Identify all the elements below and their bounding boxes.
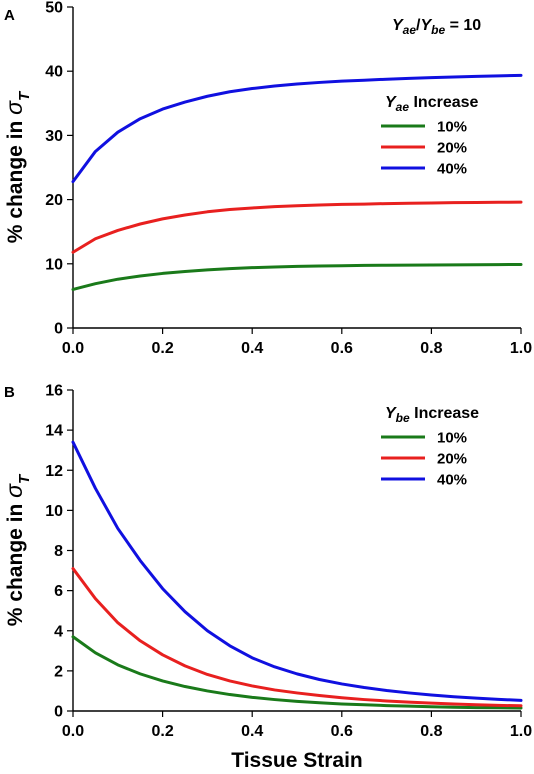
series-line-20pct xyxy=(71,200,523,254)
x-tick-label: 0.6 xyxy=(331,723,353,740)
panel-letter: A xyxy=(4,7,15,24)
x-tick-label: 0.4 xyxy=(241,723,263,740)
legend-label: 20% xyxy=(437,140,467,157)
y-tick-label: 40 xyxy=(45,64,63,81)
x-tick-label: 0.4 xyxy=(241,340,263,357)
legend-label: 20% xyxy=(437,451,467,468)
y-axis-label: % change in σT xyxy=(1,90,33,243)
panel-b: 0 2 4 6 8 10 12 14 16 0.0 0.2 0.4 0.6 0.8 1.0 B % change… xyxy=(1,383,532,773)
x-axis-label: Tissue Strain xyxy=(231,749,363,772)
y-tick-label: 8 xyxy=(54,543,63,560)
legend-label: 10% xyxy=(437,430,467,447)
x-tick-label: 0.0 xyxy=(62,723,84,740)
x-tick-label: 1.0 xyxy=(510,723,532,740)
legend-label: 10% xyxy=(437,119,467,136)
y-tick-label: 20 xyxy=(45,192,63,209)
series-line-40pct xyxy=(71,440,523,702)
y-tick-label: 2 xyxy=(54,663,63,680)
x-tick-label: 0.2 xyxy=(151,340,173,357)
x-tick-label: 0.8 xyxy=(420,340,442,357)
y-tick-label: 4 xyxy=(54,623,63,640)
series-line-20pct xyxy=(71,567,523,708)
panel-letter: B xyxy=(4,384,15,401)
y-axis-label-symbol: σ xyxy=(1,483,27,498)
legend-title: Ybe Increase xyxy=(385,405,479,425)
series-line-40pct xyxy=(71,73,523,184)
y-tick-label: 0 xyxy=(54,704,63,721)
y-axis-label-text: % change in xyxy=(4,115,27,243)
y-tick-label: 16 xyxy=(45,383,63,400)
panel-a: 0 10 20 30 40 50 0.0 0.2 0.4 0.6 0.8 1.0 A % change i… xyxy=(1,0,532,357)
x-tick-label: 0.2 xyxy=(151,723,173,740)
series-line-10pct xyxy=(71,262,523,291)
y-tick-label: 10 xyxy=(45,256,63,273)
y-axis-label: % change in σT xyxy=(1,473,33,626)
y-tick-label: 6 xyxy=(54,583,63,600)
x-tick-label: 0.8 xyxy=(420,723,442,740)
series-line-10pct xyxy=(71,635,523,710)
y-tick-label: 12 xyxy=(45,463,63,480)
y-axis-label-text: % change in xyxy=(4,498,27,626)
y-axis-label-subscript: T xyxy=(16,90,33,101)
y-axis-label-subscript: T xyxy=(16,473,33,484)
legend-label: 40% xyxy=(437,472,467,489)
x-tick-label: 1.0 xyxy=(510,340,532,357)
x-tick-label: 0.6 xyxy=(331,340,353,357)
legend: Ybe Increase 10% 20% 40% xyxy=(381,405,479,489)
ratio-annotation: Yae/Ybe = 10 xyxy=(392,17,481,37)
y-axis-label-symbol: σ xyxy=(1,100,27,115)
legend: Yae Increase 10% 20% 40% xyxy=(381,94,479,178)
legend-title: Yae Increase xyxy=(385,94,479,114)
y-tick-label: 0 xyxy=(54,321,63,338)
y-tick-label: 50 xyxy=(45,0,63,17)
x-tick-label: 0.0 xyxy=(62,340,84,357)
y-tick-label: 14 xyxy=(45,423,63,440)
legend-label: 40% xyxy=(437,161,467,178)
y-tick-label: 10 xyxy=(45,503,63,520)
y-tick-label: 30 xyxy=(45,128,63,145)
